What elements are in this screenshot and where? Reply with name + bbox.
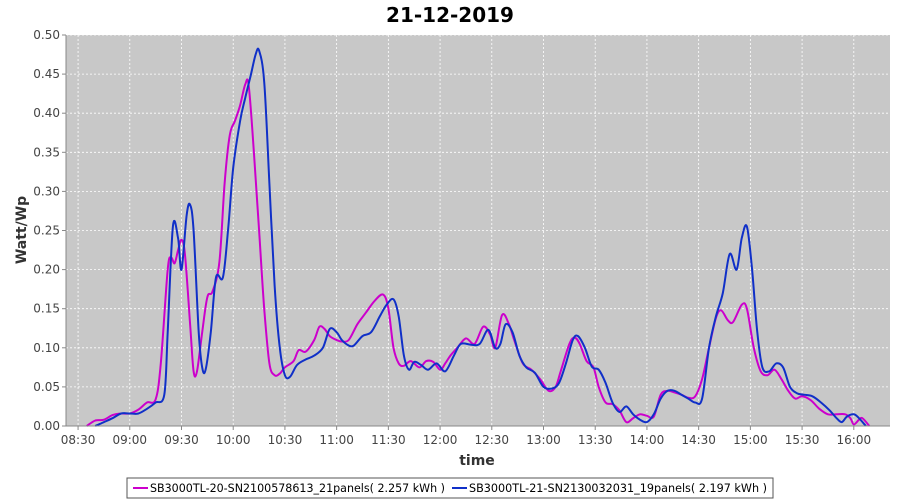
legend-label-series-1: SB3000TL-20-SN2100578613_21panels( 2.257… <box>150 481 445 495</box>
y-axis-label: Watt/Wp <box>14 196 30 264</box>
y-axis-ticks: 0.00 0.05 0.10 0.15 0.20 0.25 0.30 0.35 0.40 0.45… <box>33 28 66 433</box>
y-tick-label: 0.50 <box>33 28 60 42</box>
series-lines <box>86 47 871 427</box>
x-tick-label: 14:30 <box>681 433 716 447</box>
x-tick-label: 08:30 <box>61 433 96 447</box>
series-line-1 <box>86 78 871 427</box>
x-tick-label: 12:00 <box>423 433 458 447</box>
grid-lines <box>66 34 890 427</box>
series-line-2 <box>94 47 867 427</box>
x-tick-label: 13:30 <box>578 433 613 447</box>
x-tick-label: 15:00 <box>733 433 768 447</box>
x-tick-label: 09:30 <box>164 433 199 447</box>
x-axis-ticks: 08:30 09:00 09:30 10:00 10:30 11:00 11:30 12:00… <box>61 426 871 447</box>
y-tick-label: 0.25 <box>33 224 60 238</box>
x-tick-label: 11:30 <box>371 433 406 447</box>
legend: SB3000TL-20-SN2100578613_21panels( 2.257… <box>126 477 774 499</box>
y-tick-label: 0.40 <box>33 106 60 120</box>
x-tick-label: 10:00 <box>216 433 251 447</box>
y-tick-label: 0.45 <box>33 67 60 81</box>
legend-label-series-2: SB3000TL-21-SN2130032031_19panels( 2.197… <box>469 481 767 495</box>
y-tick-label: 0.20 <box>33 263 60 277</box>
x-tick-label: 16:00 <box>837 433 872 447</box>
chart-title: 21-12-2019 <box>386 3 514 27</box>
legend-box <box>126 477 774 499</box>
x-tick-label: 12:30 <box>474 433 509 447</box>
x-tick-label: 13:00 <box>526 433 561 447</box>
y-tick-label: 0.10 <box>33 341 60 355</box>
x-tick-label: 11:00 <box>319 433 354 447</box>
y-tick-label: 0.15 <box>33 302 60 316</box>
x-tick-label: 14:00 <box>630 433 665 447</box>
x-tick-label: 10:30 <box>268 433 303 447</box>
y-tick-label: 0.30 <box>33 184 60 198</box>
y-tick-label: 0.35 <box>33 145 60 159</box>
x-tick-label: 09:00 <box>112 433 147 447</box>
y-tick-label: 0.00 <box>33 419 60 433</box>
x-tick-label: 15:30 <box>785 433 820 447</box>
y-tick-label: 0.05 <box>33 380 60 394</box>
x-axis-label: time <box>459 453 495 469</box>
